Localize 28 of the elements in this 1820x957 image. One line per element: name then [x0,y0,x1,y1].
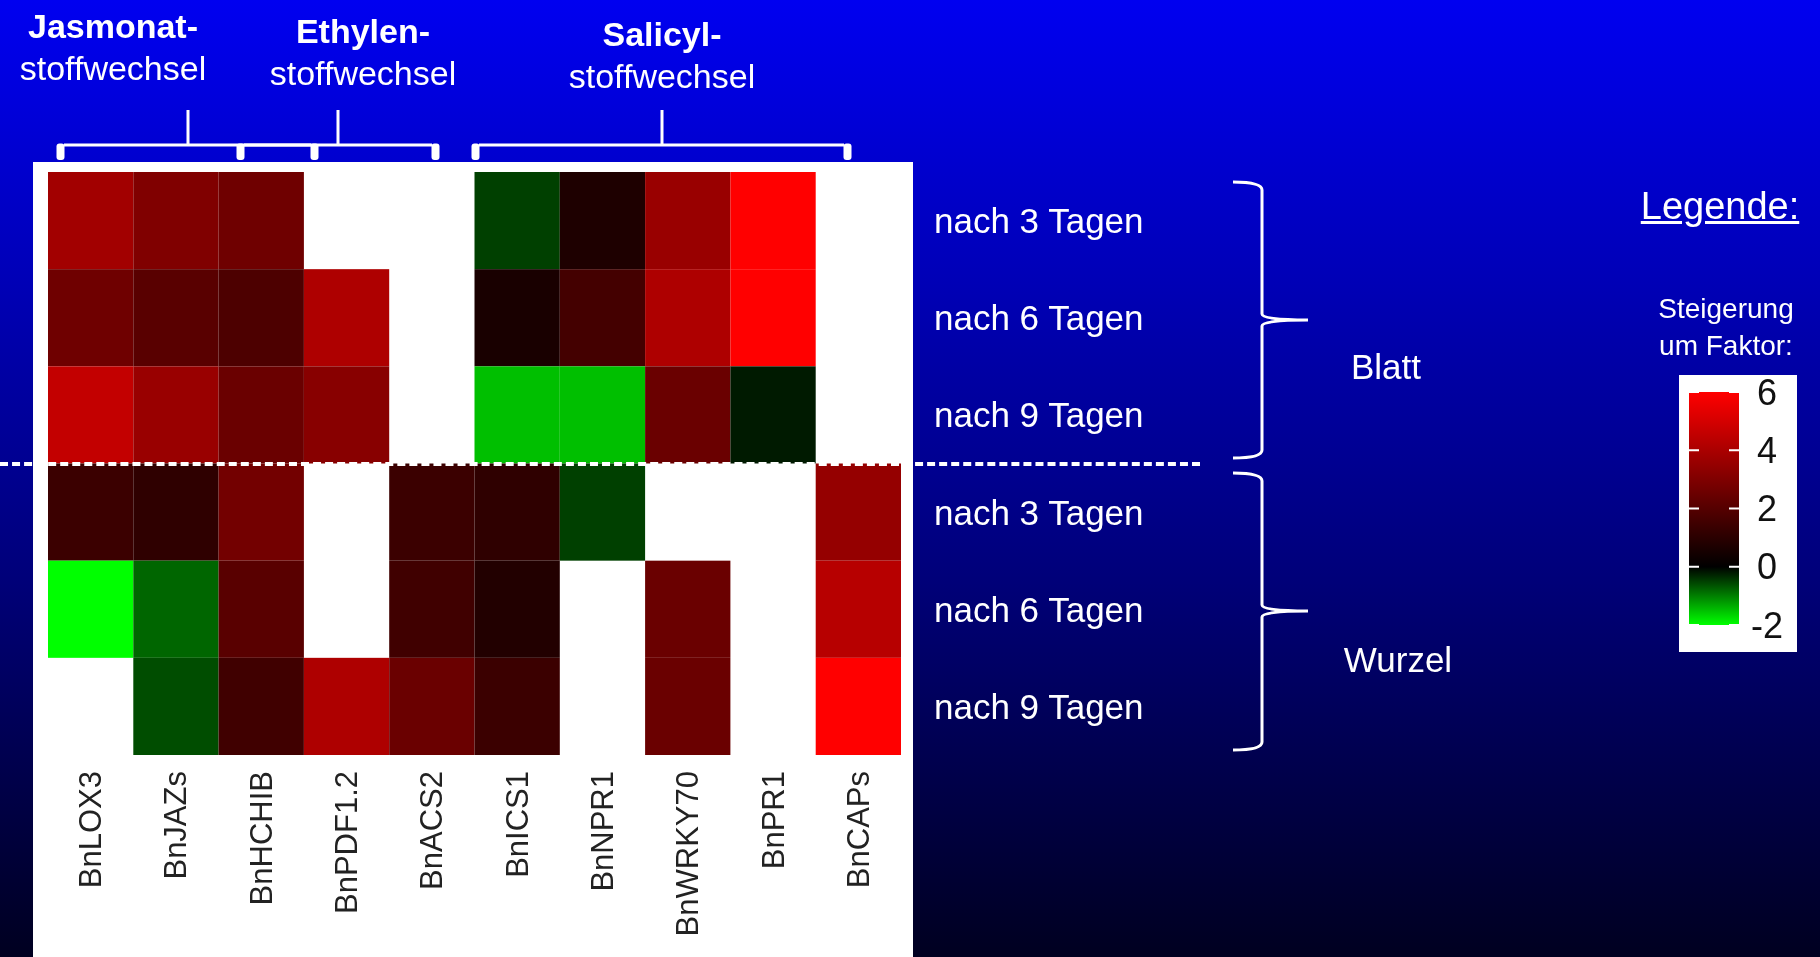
x-tick-label: BnNPR1 [584,771,620,892]
x-tick-label: BnPDF1.2 [329,771,365,915]
color-bar-label: -2 [1750,604,1784,646]
color-bar-title: Steigerung um Faktor: [1657,292,1795,363]
color-bar-label: 0 [1756,546,1778,588]
color-bar-label: 2 [1756,488,1778,529]
text: Wurzel [1342,639,1454,681]
text: Blatt [1349,346,1422,388]
x-tick-label: BnWRKY70 [670,771,706,937]
text: Jasmonat- stoffwechsel [19,7,207,87]
x-tick-label: BnCAPs [840,771,876,889]
x-tick-label: BnHCHIB [243,771,279,906]
y-tick-label: nach 9 Tagen [934,686,1144,726]
x-tick-label: BnJAZs [158,771,194,880]
x-tick-label: BnACS2 [414,771,450,890]
y-tick-label: nach 6 Tagen [934,298,1144,338]
color-bar-label: 6 [1756,371,1778,413]
x-tick-label: BnLOX3 [73,771,109,889]
y-tick-label: nach 3 Tagen [934,201,1144,241]
x-tick-label: BnICS1 [499,771,535,878]
legend-title: Legende: [1639,184,1801,229]
x-tick-label: BnPR1 [755,771,791,870]
y-tick-label: nach 3 Tagen [934,492,1144,532]
y-tick-label: nach 9 Tagen [934,395,1144,435]
text: Ethylen- stoffwechsel [269,12,457,92]
color-bar-label: 4 [1756,429,1778,471]
y-tick-label: nach 6 Tagen [934,589,1144,629]
text: Salicyl- stoffwechsel [567,14,757,97]
